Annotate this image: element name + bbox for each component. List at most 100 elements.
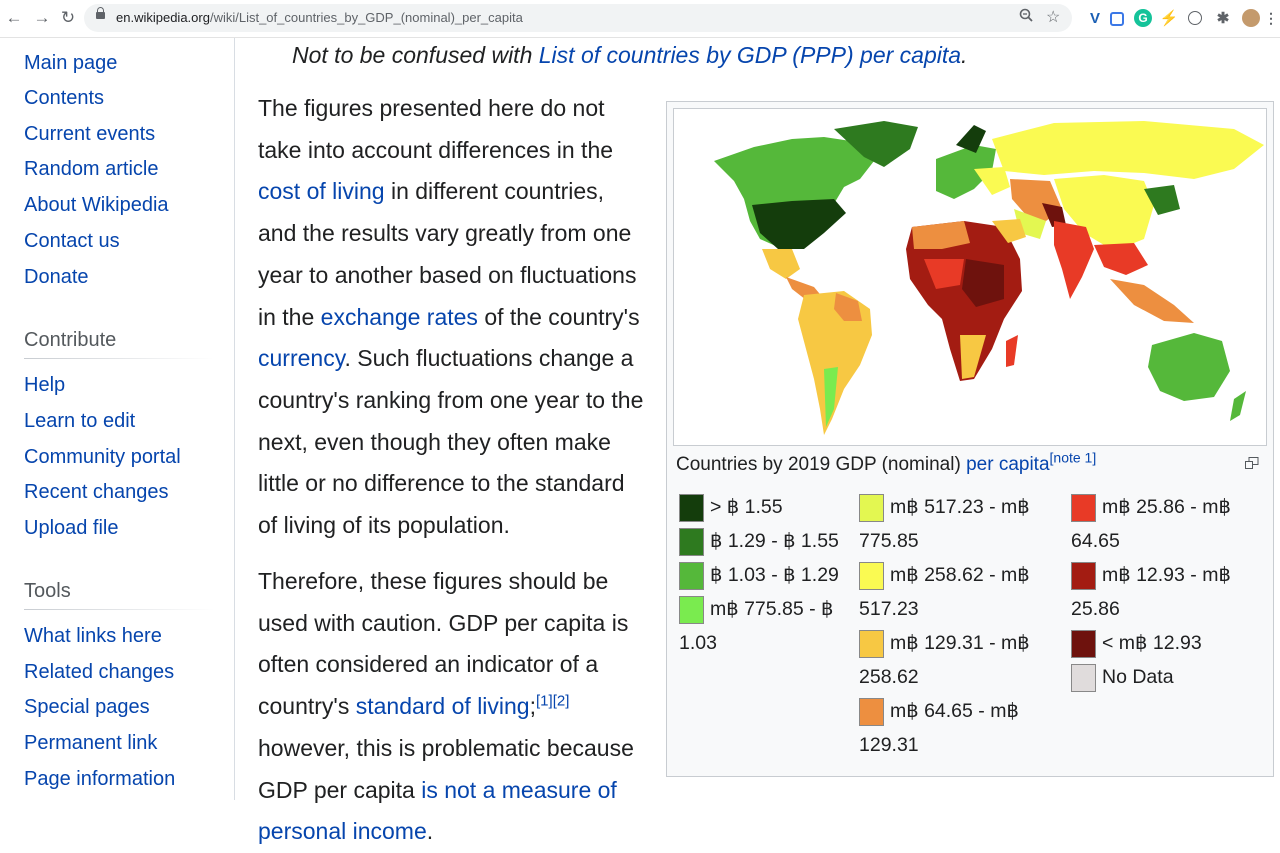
legend-swatch <box>859 697 884 726</box>
caption-text: Countries by 2019 GDP (nominal) <box>676 454 967 475</box>
hatnote-suffix: . <box>961 42 968 68</box>
reload-icon[interactable]: ↻ <box>60 8 76 27</box>
legend-item: < m฿ 12.93 <box>1071 626 1251 660</box>
paragraph-text: The figures presented here do not take i… <box>258 95 614 163</box>
legend-column-3: m฿ 25.86 - m฿ 64.65 m฿ 12.93 - m฿ 25.86 … <box>1071 490 1251 694</box>
sidebar-item-main-page[interactable]: Main page <box>24 52 118 74</box>
legend-label: m฿ 775.85 - ฿ 1.03 <box>679 598 834 654</box>
legend-label: m฿ 258.62 - m฿ 517.23 <box>859 564 1030 620</box>
sidebar-item-community-portal[interactable]: Community portal <box>24 446 181 468</box>
paragraph-2: Therefore, these figures should be used … <box>258 561 638 853</box>
legend-item: No Data <box>1071 660 1251 694</box>
menu-kebab-icon[interactable]: ⋮ <box>1264 9 1278 26</box>
hatnote-text: Not to be confused with <box>292 42 539 68</box>
sidebar-item-permanent-link[interactable]: Permanent link <box>24 732 158 754</box>
world-map-image[interactable] <box>673 108 1267 446</box>
circle-extension-icon[interactable] <box>1188 11 1202 25</box>
legend-item: > ฿ 1.55 <box>679 490 847 524</box>
forward-arrow-icon[interactable]: → <box>33 8 51 27</box>
vuetify-extension-icon[interactable]: V <box>1089 9 1100 27</box>
sidebar: Main page Contents Current events Random… <box>0 38 235 800</box>
legend-label: m฿ 12.93 - m฿ 25.86 <box>1071 564 1231 620</box>
sidebar-item-random-article[interactable]: Random article <box>24 158 159 180</box>
map-caption: Countries by 2019 GDP (nominal) per capi… <box>676 451 1096 476</box>
world-map-svg <box>714 121 1264 435</box>
profile-avatar[interactable] <box>1242 9 1260 27</box>
legend-label: m฿ 517.23 - m฿ 775.85 <box>859 496 1030 552</box>
sidebar-item-current-events[interactable]: Current events <box>24 123 156 145</box>
per-capita-link[interactable]: per capita <box>966 454 1050 475</box>
paragraph-1: The figures presented here do not take i… <box>258 88 648 547</box>
legend-swatch <box>859 629 884 658</box>
legend-label: < m฿ 12.93 <box>1102 632 1202 654</box>
legend-item: m฿ 12.93 - m฿ 25.86 <box>1071 558 1251 626</box>
zoom-icon[interactable] <box>1019 8 1033 26</box>
legend-item: m฿ 775.85 - ฿ 1.03 <box>679 592 847 660</box>
reference-1-link[interactable]: [1] <box>536 692 553 710</box>
enlarge-icon[interactable] <box>1245 456 1259 469</box>
paragraph-text: of the country's <box>477 303 640 330</box>
sidebar-item-recent-changes[interactable]: Recent changes <box>24 481 169 503</box>
paragraph-text: in different countries, and the results … <box>258 178 637 330</box>
legend-swatch <box>1071 493 1096 522</box>
sidebar-item-what-links-here[interactable]: What links here <box>24 625 162 647</box>
sidebar-item-page-information[interactable]: Page information <box>24 768 176 790</box>
lock-icon <box>96 7 105 19</box>
paragraph-text: . <box>426 818 434 845</box>
legend-label: ฿ 1.03 - ฿ 1.29 <box>710 564 839 586</box>
legend-item: m฿ 64.65 - m฿ 129.31 <box>859 694 1039 762</box>
screen-extension-icon[interactable] <box>1110 12 1124 26</box>
hatnote: Not to be confused with List of countrie… <box>292 42 967 69</box>
url-text[interactable]: en.wikipedia.org/wiki/List_of_countries_… <box>116 10 523 25</box>
grammarly-icon[interactable]: G <box>1134 9 1152 27</box>
sidebar-item-upload-file[interactable]: Upload file <box>24 517 119 539</box>
cost-of-living-link[interactable]: cost of living <box>258 178 385 205</box>
exchange-rates-link[interactable]: exchange rates <box>320 303 478 330</box>
sidebar-item-help[interactable]: Help <box>24 374 66 396</box>
divider <box>24 358 214 359</box>
sidebar-item-contents[interactable]: Contents <box>24 87 105 109</box>
legend-label: m฿ 25.86 - m฿ 64.65 <box>1071 496 1231 552</box>
divider <box>24 609 214 610</box>
reference-2-link[interactable]: [2] <box>552 692 570 710</box>
legend-item: m฿ 25.86 - m฿ 64.65 <box>1071 490 1251 558</box>
currency-link[interactable]: currency <box>258 345 345 372</box>
legend-swatch <box>859 493 884 522</box>
bookmark-star-icon[interactable]: ☆ <box>1046 9 1061 26</box>
legend-swatch <box>1071 561 1096 590</box>
sidebar-item-special-pages[interactable]: Special pages <box>24 696 150 718</box>
sidebar-item-donate[interactable]: Donate <box>24 266 89 288</box>
sidebar-item-contact-us[interactable]: Contact us <box>24 230 120 252</box>
legend-label: > ฿ 1.55 <box>710 496 783 518</box>
paragraph-text: Therefore, these figures should be used … <box>258 568 629 720</box>
legend-swatch <box>679 561 704 590</box>
contribute-heading: Contribute <box>24 329 117 351</box>
hatnote-link[interactable]: List of countries by GDP (PPP) per capit… <box>538 42 962 68</box>
browser-toolbar: ← → ↻ en.wikipedia.org/wiki/List_of_coun… <box>0 0 1280 38</box>
legend-swatch <box>859 561 884 590</box>
legend-item: m฿ 258.62 - m฿ 517.23 <box>859 558 1039 626</box>
legend-swatch <box>1071 663 1096 692</box>
standard-of-living-link[interactable]: standard of living <box>355 693 530 720</box>
note-1-link[interactable]: [note 1] <box>1049 449 1097 466</box>
lightning-extension-icon[interactable]: ⚡ <box>1159 10 1179 27</box>
tools-heading: Tools <box>24 580 71 602</box>
legend-item: ฿ 1.03 - ฿ 1.29 <box>679 558 847 592</box>
legend-swatch <box>679 527 704 556</box>
puzzle-extensions-icon[interactable]: ✱ <box>1216 10 1230 27</box>
legend-label: m฿ 64.65 - m฿ 129.31 <box>859 700 1019 756</box>
sidebar-item-about-wikipedia[interactable]: About Wikipedia <box>24 194 169 216</box>
paragraph-text: however, this is problematic because GDP… <box>258 734 634 803</box>
legend-swatch <box>1071 629 1096 658</box>
legend-swatch <box>679 493 704 522</box>
sidebar-item-learn-to-edit[interactable]: Learn to edit <box>24 410 136 432</box>
back-arrow-icon[interactable]: ← <box>5 8 23 27</box>
map-thumbnail: Countries by 2019 GDP (nominal) per capi… <box>666 101 1274 777</box>
legend-label: m฿ 129.31 - m฿ 258.62 <box>859 632 1030 688</box>
address-bar[interactable]: en.wikipedia.org/wiki/List_of_countries_… <box>84 4 1072 32</box>
legend-item: m฿ 129.31 - m฿ 258.62 <box>859 626 1039 694</box>
paragraph-text: . Such fluctuations change a country's r… <box>258 345 644 539</box>
sidebar-item-related-changes[interactable]: Related changes <box>24 661 175 683</box>
legend-label: No Data <box>1102 666 1174 688</box>
legend-column-1: > ฿ 1.55 ฿ 1.29 - ฿ 1.55 ฿ 1.03 - ฿ 1.29… <box>679 490 847 660</box>
